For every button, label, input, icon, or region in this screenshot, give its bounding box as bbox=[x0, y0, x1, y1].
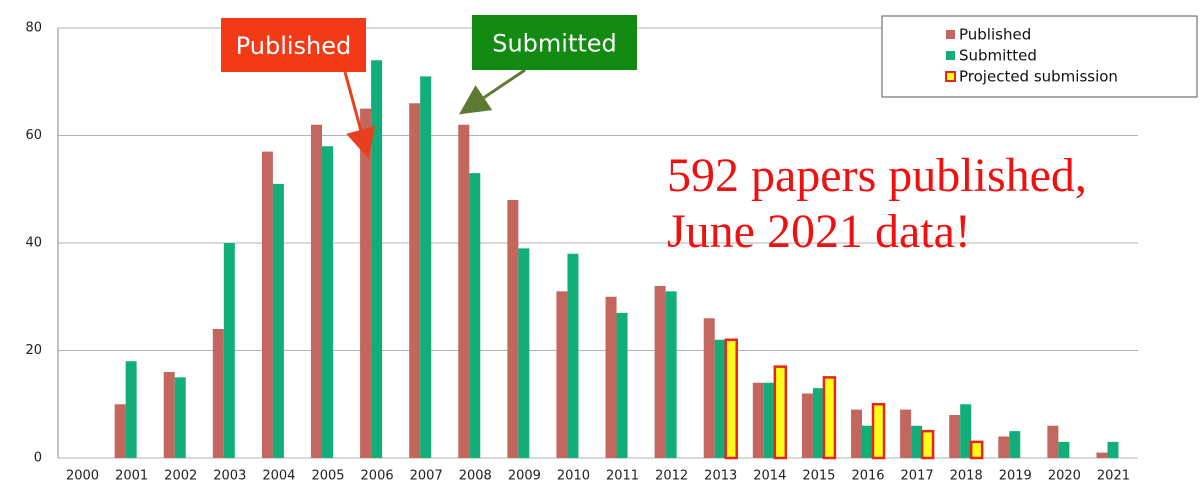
bar bbox=[409, 103, 421, 458]
x-tick-label: 2013 bbox=[704, 469, 737, 484]
x-tick-label: 2016 bbox=[851, 469, 884, 484]
bar bbox=[862, 425, 873, 458]
legend-swatch bbox=[946, 51, 955, 60]
bar bbox=[261, 151, 273, 458]
x-tick-label: 2009 bbox=[508, 469, 541, 484]
bar bbox=[900, 409, 912, 458]
bar bbox=[311, 124, 322, 458]
bar bbox=[752, 382, 764, 458]
arrow bbox=[343, 71, 376, 159]
bar bbox=[703, 318, 715, 458]
annotation-box bbox=[472, 15, 637, 70]
bar bbox=[567, 253, 579, 458]
bar bbox=[665, 291, 677, 458]
bar bbox=[212, 329, 224, 458]
annotation-label: Submitted bbox=[492, 30, 617, 58]
bar bbox=[163, 372, 175, 458]
x-tick-label: 2019 bbox=[999, 469, 1032, 484]
bar bbox=[469, 173, 481, 458]
annotation-label: Published bbox=[236, 32, 352, 60]
bar bbox=[851, 409, 862, 458]
bar bbox=[1096, 452, 1108, 458]
x-tick-label: 2001 bbox=[115, 469, 148, 484]
bar bbox=[714, 339, 726, 458]
bar bbox=[420, 76, 432, 458]
x-tick-label: 2017 bbox=[901, 469, 934, 484]
bar bbox=[360, 108, 372, 458]
x-tick-label: 2010 bbox=[557, 469, 590, 484]
annotation-box bbox=[221, 18, 366, 72]
bar bbox=[1058, 441, 1070, 458]
bar bbox=[812, 388, 824, 458]
bar bbox=[507, 200, 519, 458]
x-tick-label: 2015 bbox=[802, 469, 835, 484]
bar bbox=[1009, 431, 1021, 458]
bar bbox=[174, 377, 186, 458]
callout: June 2021 data! bbox=[667, 205, 971, 258]
x-tick-label: 2014 bbox=[753, 469, 786, 484]
bar bbox=[969, 440, 984, 460]
legend-label: Submitted bbox=[959, 47, 1037, 65]
bar bbox=[920, 429, 935, 460]
bar bbox=[911, 425, 923, 458]
bar bbox=[763, 382, 775, 458]
bar bbox=[998, 436, 1010, 458]
x-tick-label: 2003 bbox=[213, 469, 246, 484]
bar bbox=[801, 393, 813, 458]
bar bbox=[322, 146, 333, 458]
bar bbox=[605, 296, 617, 458]
y-tick-label: 40 bbox=[25, 236, 42, 251]
x-tick-label: 2005 bbox=[311, 469, 344, 484]
legend-label: Published bbox=[959, 26, 1031, 44]
x-tick-label: 2002 bbox=[164, 469, 197, 484]
x-tick-label: 2018 bbox=[950, 469, 983, 484]
x-tick-label: 2021 bbox=[1097, 469, 1130, 484]
x-tick-label: 2004 bbox=[262, 469, 295, 484]
bar bbox=[1107, 441, 1119, 458]
bar bbox=[223, 243, 235, 458]
legend-swatch bbox=[945, 71, 956, 82]
bar bbox=[114, 404, 126, 458]
y-tick-label: 60 bbox=[25, 128, 42, 143]
y-tick-label: 0 bbox=[34, 451, 42, 466]
bar bbox=[949, 415, 961, 458]
arrow bbox=[459, 68, 526, 115]
x-tick-label: 2011 bbox=[606, 469, 639, 484]
callout: 592 papers published, bbox=[667, 149, 1087, 202]
bar bbox=[371, 60, 383, 458]
bar bbox=[616, 312, 628, 458]
x-tick-label: 2020 bbox=[1048, 469, 1081, 484]
bar bbox=[458, 124, 470, 458]
y-tick-label: 20 bbox=[25, 343, 42, 358]
bar bbox=[654, 286, 666, 458]
bar bbox=[960, 404, 972, 458]
y-tick-label: 80 bbox=[25, 21, 42, 36]
bar bbox=[822, 376, 837, 460]
bar bbox=[871, 403, 886, 460]
bar bbox=[724, 338, 738, 460]
x-tick-label: 2008 bbox=[459, 469, 492, 484]
bar bbox=[556, 291, 568, 458]
x-tick-label: 2000 bbox=[66, 469, 99, 484]
bar bbox=[773, 365, 788, 460]
bar bbox=[272, 183, 284, 458]
bar bbox=[125, 361, 137, 458]
x-tick-label: 2007 bbox=[410, 469, 443, 484]
x-tick-label: 2012 bbox=[655, 469, 688, 484]
legend-label: Projected submission bbox=[959, 68, 1118, 86]
bar bbox=[1047, 425, 1059, 458]
legend-box bbox=[881, 15, 1198, 98]
x-tick-label: 2006 bbox=[361, 469, 394, 484]
bar bbox=[518, 248, 530, 458]
legend-swatch bbox=[946, 30, 955, 39]
